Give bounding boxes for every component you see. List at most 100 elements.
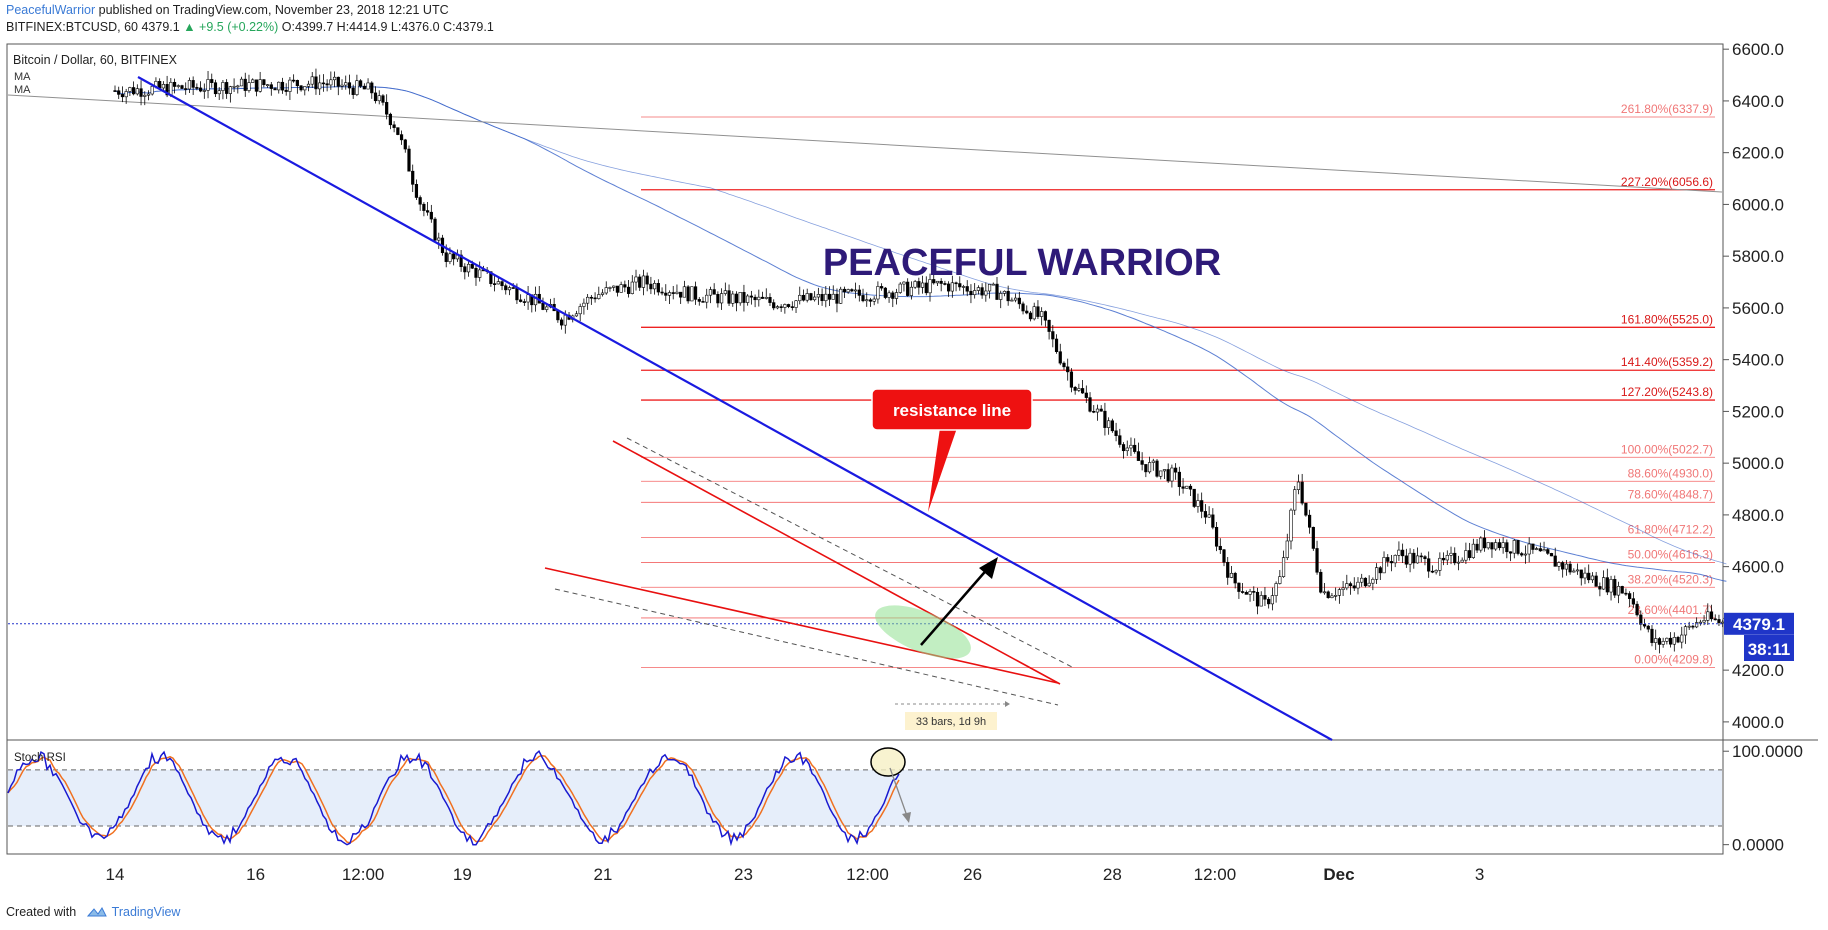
candle-body [1453,552,1457,564]
wedge-upper-line [612,440,1061,685]
countdown-text: 38:11 [1748,640,1791,659]
candle-body [132,87,136,95]
candle-body [1118,435,1122,445]
x-tick-label: 21 [593,865,612,884]
candle-body [1110,420,1114,432]
candle-body [1598,586,1602,590]
rsi-highlight-circle [870,747,906,777]
candle-body [958,283,962,288]
candle-body [556,310,560,321]
candle-body [1527,543,1531,555]
tradingview-link[interactable]: TradingView [111,905,181,919]
candle-body [511,287,515,289]
candle-body [1147,462,1152,473]
candle-body [1680,634,1684,643]
ohlc-close: C:4379.1 [443,20,494,34]
candle-body [1367,582,1371,587]
candle-body [697,299,701,302]
candle-body [1017,297,1021,305]
candle-body [649,283,653,290]
candle-body [712,289,716,295]
candle-body [1616,586,1621,596]
candle-body [973,290,977,296]
candle-body [1222,549,1226,563]
candle-body [1460,559,1464,563]
callout-box [871,388,1033,431]
candle-body [1281,557,1286,577]
candle-body [716,294,720,304]
candle-body [1538,548,1542,552]
candle-body [1330,595,1334,599]
candle-body [686,286,690,302]
candle-body [1415,555,1420,564]
fib-level-label: 141.40%(5359.2) [1621,355,1713,369]
y-tick-label: 6000.0 [1732,195,1784,214]
candle-body [615,285,620,293]
last-price: 4379.1 [141,20,180,34]
candle-body [1241,591,1245,593]
candle-body [314,76,318,90]
candle-body [414,184,419,198]
candle-body [1650,628,1654,643]
candle-body [1300,481,1304,504]
candle-body [924,282,928,294]
candle-body [619,284,623,293]
candle-body [247,82,251,91]
candle-body [801,294,806,301]
candle-body [898,283,902,293]
price-axis: 6600.0 6400.0 6200.0 6000.0 5800.0 5600.0 5400… [1723,40,1784,732]
fib-level-label: 161.80%(5525.0) [1621,312,1713,326]
candle-body [347,82,352,89]
candle-body [805,293,809,301]
candle-body [1497,542,1501,549]
fib-level-label: 100.00%(5022.7) [1621,442,1713,456]
candle-body [671,292,675,294]
candle-body [1010,299,1014,302]
candle-body [1103,410,1107,428]
candle-body [124,91,128,98]
candle-body [1259,595,1263,607]
stoch-rsi-k-line [7,750,900,847]
wedge-lower-line [544,567,1059,684]
author-link[interactable]: PeacefulWarrior [6,3,96,17]
candle-body [1520,553,1524,556]
candle-body [913,281,917,288]
candle-body [582,302,586,307]
candle-body [221,82,225,91]
candle-body [355,80,359,95]
candle-body [500,281,504,287]
candle-body [392,124,396,128]
candle-body [1214,527,1219,547]
candle-body [742,292,746,303]
candle-body [1408,552,1412,565]
candle-body [950,282,954,292]
candle-body [161,84,165,89]
candle-body [1047,319,1051,332]
candle-body [280,81,285,91]
candle-body [1602,577,1606,590]
candle-body [1639,614,1643,625]
candle-body [1334,595,1338,597]
candle-body [1088,397,1092,412]
candle-body [1445,554,1449,561]
candle-body [1382,557,1386,574]
rsi-tick-label: 0.0000 [1732,836,1784,855]
candle-body [1665,637,1669,642]
candle-body [1605,577,1609,593]
candle-body [1702,620,1706,623]
ma-label-1: MA [14,71,31,83]
candle-body [1002,290,1007,294]
candle-body [757,296,761,301]
candle-body [381,95,385,103]
candle-body [872,298,876,302]
candle-body [306,83,311,87]
candle-body [515,287,519,301]
candle-body [288,79,292,92]
candle-body [768,297,772,303]
candle-body [1482,537,1487,549]
fib-level-label: 0.00%(4209.8) [1634,653,1713,667]
x-tick-label: 12:00 [846,865,889,884]
candle-body [1248,591,1252,595]
fib-level-label: 78.60%(4848.7) [1628,487,1713,501]
